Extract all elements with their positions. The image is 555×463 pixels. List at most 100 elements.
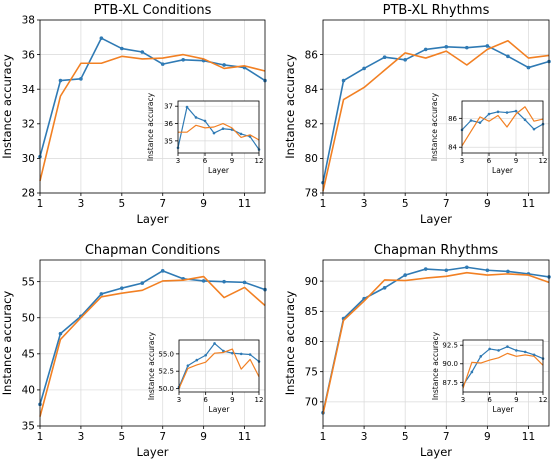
chart-3-inset-y-tick-label: 87.5 xyxy=(442,379,458,387)
chart-3-y-tick-label: 70 xyxy=(305,397,318,409)
chart-3-x-axis-label: Layer xyxy=(420,445,452,459)
chart-1-series-0-point xyxy=(423,47,428,52)
chart-2-inset-x-axis-label: Layer xyxy=(209,405,231,414)
chart-3-y-axis-label: Instance accuracy xyxy=(283,291,297,396)
chart-0-inset-series-0-point xyxy=(212,131,216,135)
chart-2-series-0-point xyxy=(160,269,165,273)
chart-3-series-0-point xyxy=(465,265,469,270)
chart-1-series-0-point xyxy=(485,44,490,48)
chart-3-y-tick-label: 90 xyxy=(305,276,318,288)
chart-3-inset-x-tick-label: 6 xyxy=(487,396,492,404)
chart-3-inset-series-0-point xyxy=(532,353,536,357)
chart-3-x-tick-label: 11 xyxy=(522,431,535,443)
chart-3-x-tick-label: 9 xyxy=(484,431,491,443)
chart-2-inset-y-tick-label: 52.5 xyxy=(158,368,174,376)
chart-2-inset-background xyxy=(179,340,259,392)
chart-1-series-0-line xyxy=(322,45,550,183)
chart-0-y-tick-label: 28 xyxy=(22,188,35,200)
chart-1-y-tick-label: 78 xyxy=(305,188,318,200)
chart-1-inset-y-axis-label: Instance accuracy xyxy=(430,92,439,161)
chart-3-y-tick-label: 80 xyxy=(305,336,318,348)
chart-1-x-axis-label: Layer xyxy=(420,212,452,226)
chart-0-inset-x-tick-label: 6 xyxy=(203,157,208,165)
chart-1-inset-x-axis-label: Layer xyxy=(492,166,514,175)
chart-0-series-0-point xyxy=(120,46,124,51)
chart-2-series-0-point xyxy=(222,279,226,284)
chart-2-series-0-point xyxy=(99,292,104,296)
chart-3-series-1-line xyxy=(322,271,550,415)
chart-2-x-tick-label: 9 xyxy=(200,431,207,443)
chart-0-y-tick-label: 32 xyxy=(22,118,35,130)
chart-0-x-tick-label: 1 xyxy=(37,198,44,210)
chart-3-inset-series-0-point xyxy=(497,349,500,352)
chart-0-inset-y-tick-label: 37 xyxy=(164,103,173,111)
chart-2-inset-series-0-point xyxy=(204,353,207,357)
chart-0-series-0-point xyxy=(160,62,165,66)
chart-2-x-tick-label: 5 xyxy=(118,431,125,443)
chart-0-inset-x-tick-label: 12 xyxy=(255,157,264,165)
chart-2-y-tick-label: 35 xyxy=(22,421,35,433)
chart-0-inset-series-0-point xyxy=(203,119,207,123)
chart-3-x-tick-label: 1 xyxy=(320,431,327,443)
chart-2-inset-series-1-line xyxy=(178,348,260,389)
chart-1-y-axis-label: Instance accuracy xyxy=(283,54,297,159)
chart-0-inset-frame xyxy=(177,100,260,154)
chart-2-inset-y-axis-label: Instance accuracy xyxy=(147,331,156,400)
chart-3-y-tick-label: 85 xyxy=(305,306,318,318)
chart-0-series-0-point xyxy=(79,77,83,81)
chart-0-series-0-point xyxy=(181,57,185,62)
chart-3-inset-x-tick-label: 12 xyxy=(539,396,548,404)
chart-3-x-tick-label: 5 xyxy=(402,431,409,443)
chart-1-x-tick-label: 5 xyxy=(402,198,409,210)
chart-2-series-0-point xyxy=(201,279,206,283)
chart-3-inset-series-0-line xyxy=(462,346,544,386)
chart-2-series-0-line xyxy=(39,270,266,405)
chart-1-frame xyxy=(322,19,550,194)
chart-0-inset-series-0-point xyxy=(194,116,198,119)
chart-2-inset-series-0-point xyxy=(213,342,216,345)
chart-3-inset-x-tick-label: 3 xyxy=(461,396,465,404)
chart-3-inset-series-0-point xyxy=(470,370,474,374)
chart-3-frame xyxy=(322,259,550,427)
chart-2-title: Chapman Conditions xyxy=(85,243,221,258)
chart-2-inset-x-tick-label: 9 xyxy=(230,396,234,404)
chart-0-series-0-point xyxy=(99,36,104,40)
chart-3-inset-series-0-point xyxy=(506,345,509,348)
chart-2-inset-series-0-point xyxy=(248,353,252,356)
chart-2-y-tick-label: 55 xyxy=(22,276,35,288)
chart-0-inset-x-axis-label: Layer xyxy=(208,166,230,175)
chart-3-inset-y-axis-label: Instance accuracy xyxy=(431,331,440,400)
chart-0-x-tick-label: 9 xyxy=(200,198,207,210)
chart-0-x-axis-label: Layer xyxy=(136,212,168,226)
chart-3-inset-axes: 3 6 9 12 87.5 90.0 92.5 Layer Instance accuracy xyxy=(431,331,547,414)
chart-3-x-tick-label: 3 xyxy=(361,431,368,443)
chart-3-inset-series-0-point xyxy=(488,347,491,351)
chart-1-x-tick-label: 9 xyxy=(484,198,491,210)
chart-1-inset-series-0-point xyxy=(478,121,482,124)
chart-2-y-tick-label: 50 xyxy=(22,312,35,324)
chart-2-x-tick-label: 1 xyxy=(37,431,44,443)
chart-2-series-0-point xyxy=(58,331,63,336)
chart-2-y-tick-label: 45 xyxy=(22,349,35,361)
chart-0-y-tick-label: 34 xyxy=(22,84,36,96)
chart-0-series-0-point xyxy=(222,63,226,67)
chart-0-x-tick-label: 3 xyxy=(78,198,85,210)
chart-3-series-0-point xyxy=(506,269,510,274)
chart-2-inset-x-tick-label: 3 xyxy=(177,396,181,404)
chart-0-inset-x-tick-label: 3 xyxy=(176,157,180,165)
chart-0-x-tick-label: 11 xyxy=(238,198,251,210)
chart-0-inset-series-0-point xyxy=(185,105,189,109)
chart-1-y-tick-label: 80 xyxy=(305,153,318,165)
chart-2-y-axis-label: Instance accuracy xyxy=(0,291,14,396)
chart-0-inset-series-0-point xyxy=(248,135,252,138)
chart-0-x-tick-label: 5 xyxy=(118,198,125,210)
chart-3-series-0-point xyxy=(444,268,449,273)
chart-3-inset-x-tick-label: 9 xyxy=(514,396,518,404)
chart-3-inset-series-0-point xyxy=(515,349,518,352)
chart-1-x-tick-label: 1 xyxy=(320,198,327,210)
chart-2-inset-x-tick-label: 6 xyxy=(203,396,208,404)
chart-0-series-0-point xyxy=(58,78,63,83)
chart-1-inset-series-0-point xyxy=(487,112,491,116)
